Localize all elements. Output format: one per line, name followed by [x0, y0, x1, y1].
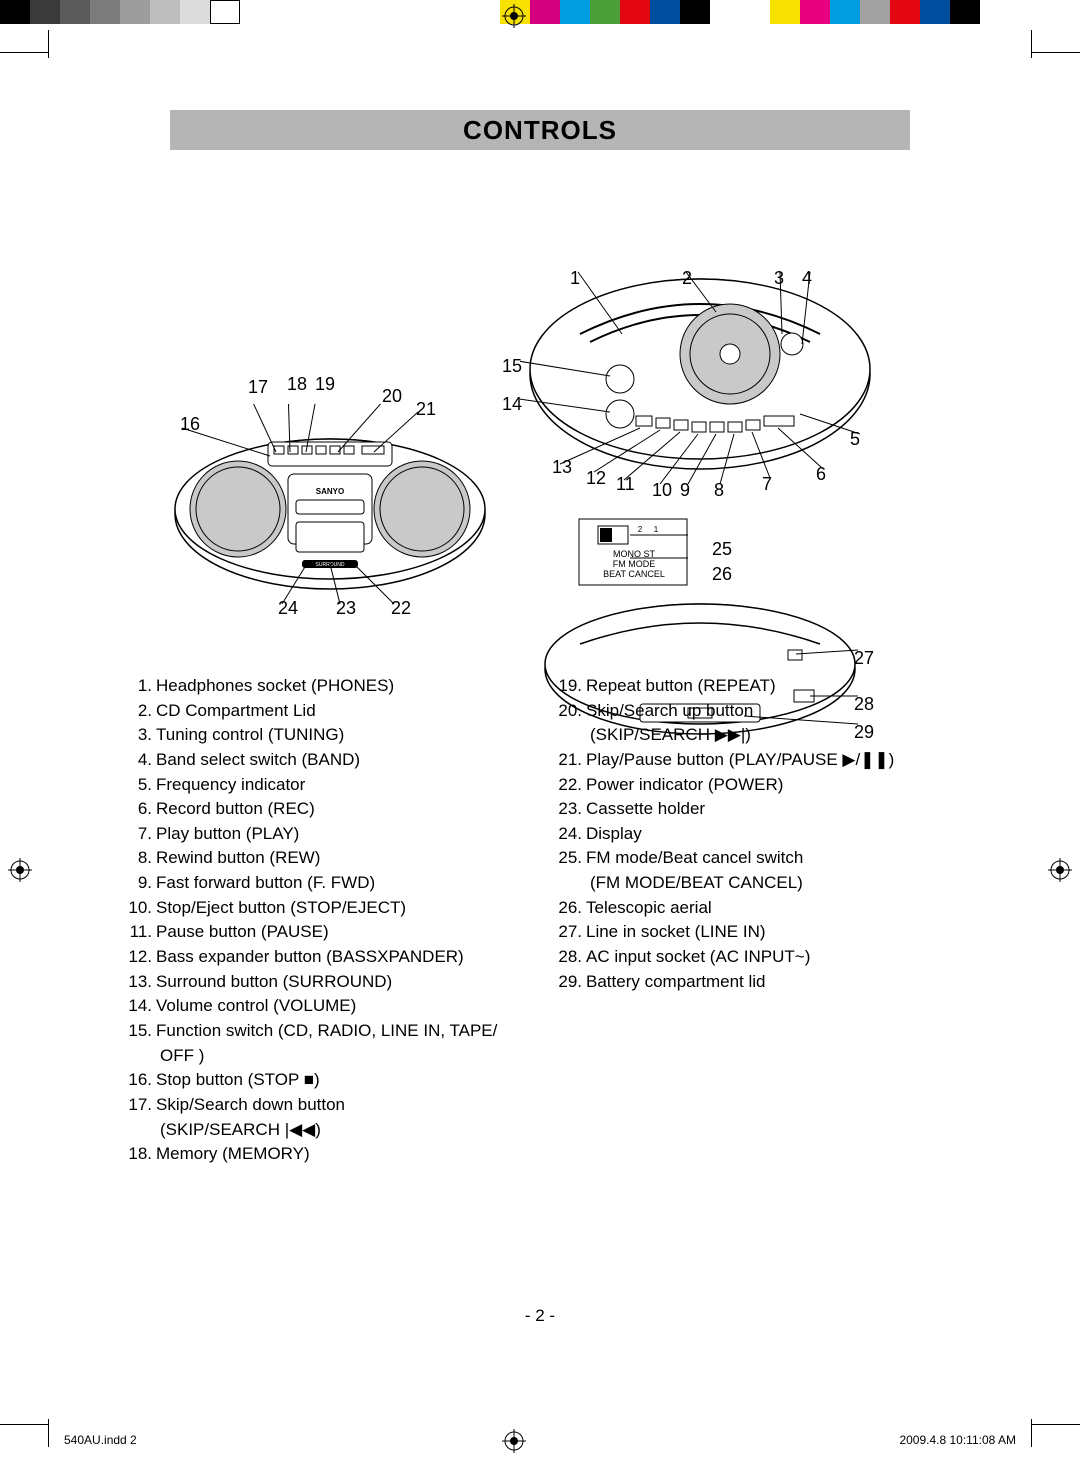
legend-item: 25.FM mode/Beat cancel switch — [554, 846, 964, 871]
legend-item: 14.Volume control (VOLUME) — [124, 994, 534, 1019]
legend-item: 29.Battery compartment lid — [554, 970, 964, 995]
callout-number: 22 — [391, 598, 411, 619]
top-view-diagram — [520, 264, 880, 484]
callout-number: 18 — [287, 374, 307, 395]
legend-col-left: 1.Headphones socket (PHONES)2.CD Compart… — [124, 674, 534, 1167]
callout-number: 23 — [336, 598, 356, 619]
callout-number: 1 — [570, 268, 580, 289]
footer-timestamp: 2009.4.8 10:11:08 AM — [899, 1433, 1016, 1447]
callout-number: 9 — [680, 480, 690, 501]
callout-number: 13 — [552, 457, 572, 478]
callout-number: 8 — [714, 480, 724, 501]
legend-item: 3.Tuning control (TUNING) — [124, 723, 534, 748]
legend-item: 6.Record button (REC) — [124, 797, 534, 822]
callout-number: 7 — [762, 474, 772, 495]
callout-number: 27 — [854, 648, 874, 669]
callout-number: 26 — [712, 564, 732, 585]
legend-item: 7.Play button (PLAY) — [124, 822, 534, 847]
callout-number: 20 — [382, 386, 402, 407]
diagram-area: SANYO SURROUND — [120, 174, 960, 704]
controls-legend: 1.Headphones socket (PHONES)2.CD Compart… — [124, 674, 964, 1167]
legend-item: 4.Band select switch (BAND) — [124, 748, 534, 773]
registration-mark-icon — [502, 4, 526, 28]
legend-item: (FM MODE/BEAT CANCEL) — [554, 871, 964, 896]
callout-number: 24 — [278, 598, 298, 619]
registration-mark-icon — [8, 858, 32, 882]
callout-number: 15 — [502, 356, 522, 377]
legend-item: 20.Skip/Search up button — [554, 699, 964, 724]
legend-col-right: 19.Repeat button (REPEAT)20.Skip/Search … — [554, 674, 964, 1167]
registration-mark-icon — [502, 1429, 526, 1453]
crop-mark — [48, 1419, 49, 1447]
legend-item: 24.Display — [554, 822, 964, 847]
callout-number: 4 — [802, 268, 812, 289]
footer-filename: 540AU.indd 2 — [64, 1433, 137, 1447]
callout-number: 3 — [774, 268, 784, 289]
crop-mark — [48, 30, 49, 58]
legend-item: 13.Surround button (SURROUND) — [124, 970, 534, 995]
legend-item: 27.Line in socket (LINE IN) — [554, 920, 964, 945]
legend-item: 10.Stop/Eject button (STOP/EJECT) — [124, 896, 534, 921]
section-title: CONTROLS — [463, 115, 617, 146]
svg-text:2: 2 — [638, 525, 643, 534]
beat-cancel-label: BEAT CANCEL — [590, 570, 678, 580]
callout-number: 11 — [616, 474, 635, 495]
legend-item: 28.AC input socket (AC INPUT~) — [554, 945, 964, 970]
color-bar — [0, 0, 1080, 24]
legend-item: 23.Cassette holder — [554, 797, 964, 822]
legend-item: 12.Bass expander button (BASSXPANDER) — [124, 945, 534, 970]
callout-number: 5 — [850, 429, 860, 450]
callout-number: 19 — [315, 374, 335, 395]
legend-item: 1.Headphones socket (PHONES) — [124, 674, 534, 699]
legend-item: 16.Stop button (STOP ■) — [124, 1068, 534, 1093]
callout-number: 16 — [180, 414, 200, 435]
callout-number: 25 — [712, 539, 732, 560]
crop-mark — [0, 1424, 48, 1425]
legend-item: 17.Skip/Search down button — [124, 1093, 534, 1118]
legend-item: 26.Telescopic aerial — [554, 896, 964, 921]
page: CONTROLS SANYO — [64, 64, 1016, 1404]
legend-item: 21.Play/Pause button (PLAY/PAUSE ▶/❚❚) — [554, 748, 964, 773]
callout-number: 6 — [816, 464, 826, 485]
legend-item: 9.Fast forward button (F. FWD) — [124, 871, 534, 896]
callout-number: 21 — [416, 399, 436, 420]
section-title-bar: CONTROLS — [170, 110, 910, 150]
legend-item: 15.Function switch (CD, RADIO, LINE IN, … — [124, 1019, 534, 1044]
callout-number: 14 — [502, 394, 522, 415]
legend-item: 5.Frequency indicator — [124, 773, 534, 798]
crop-mark — [1031, 1419, 1032, 1447]
callout-number: 10 — [652, 480, 672, 501]
crop-mark — [1032, 1424, 1080, 1425]
front-view-diagram: SANYO SURROUND — [170, 404, 490, 604]
legend-item: (SKIP/SEARCH |◀◀) — [124, 1118, 534, 1143]
brand-label: SANYO — [316, 487, 344, 496]
crop-mark — [1031, 30, 1032, 58]
legend-item: 19.Repeat button (REPEAT) — [554, 674, 964, 699]
legend-item: OFF ) — [124, 1044, 534, 1069]
legend-item: (SKIP/SEARCH ▶▶|) — [554, 723, 964, 748]
callout-number: 2 — [682, 268, 692, 289]
crop-mark — [1032, 52, 1080, 53]
page-number: - 2 - — [64, 1306, 1016, 1326]
callout-number: 12 — [586, 468, 606, 489]
legend-item: 8.Rewind button (REW) — [124, 846, 534, 871]
legend-item: 18.Memory (MEMORY) — [124, 1142, 534, 1167]
legend-item: 11.Pause button (PAUSE) — [124, 920, 534, 945]
legend-item: 2.CD Compartment Lid — [124, 699, 534, 724]
svg-text:1: 1 — [654, 525, 659, 534]
crop-mark — [0, 52, 48, 53]
legend-item: 22.Power indicator (POWER) — [554, 773, 964, 798]
registration-mark-icon — [1048, 858, 1072, 882]
callout-number: 17 — [248, 377, 268, 398]
